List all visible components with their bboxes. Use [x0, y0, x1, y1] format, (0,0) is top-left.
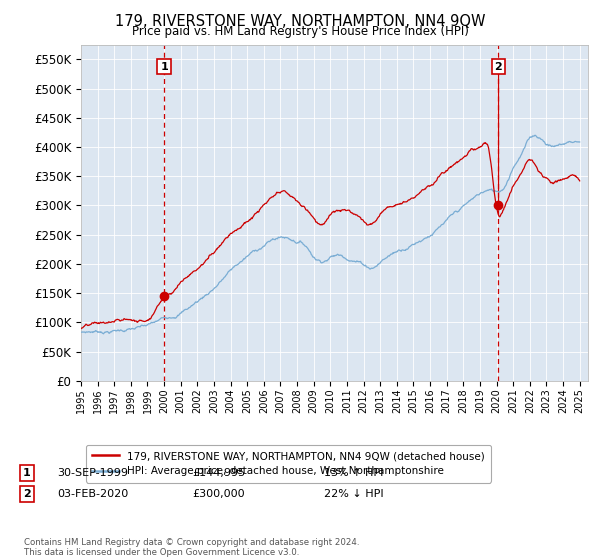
Text: 03-FEB-2020: 03-FEB-2020: [57, 489, 128, 499]
Text: Price paid vs. HM Land Registry's House Price Index (HPI): Price paid vs. HM Land Registry's House …: [131, 25, 469, 38]
Text: 1: 1: [160, 62, 168, 72]
Text: Contains HM Land Registry data © Crown copyright and database right 2024.
This d: Contains HM Land Registry data © Crown c…: [24, 538, 359, 557]
Text: £144,995: £144,995: [192, 468, 245, 478]
Text: 13% ↑ HPI: 13% ↑ HPI: [324, 468, 383, 478]
Text: 2: 2: [494, 62, 502, 72]
Text: £300,000: £300,000: [192, 489, 245, 499]
Text: 1: 1: [23, 468, 31, 478]
Text: 30-SEP-1999: 30-SEP-1999: [57, 468, 128, 478]
Text: 179, RIVERSTONE WAY, NORTHAMPTON, NN4 9QW: 179, RIVERSTONE WAY, NORTHAMPTON, NN4 9Q…: [115, 14, 485, 29]
Text: 22% ↓ HPI: 22% ↓ HPI: [324, 489, 383, 499]
Legend: 179, RIVERSTONE WAY, NORTHAMPTON, NN4 9QW (detached house), HPI: Average price, : 179, RIVERSTONE WAY, NORTHAMPTON, NN4 9Q…: [86, 445, 491, 483]
Text: 2: 2: [23, 489, 31, 499]
